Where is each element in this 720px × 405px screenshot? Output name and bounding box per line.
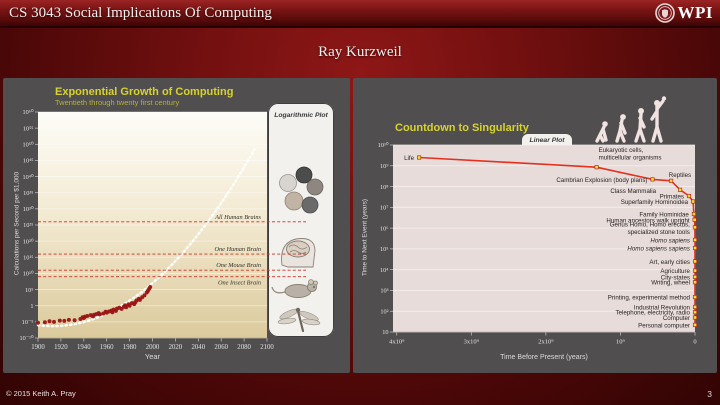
svg-text:Computer: Computer (663, 315, 690, 322)
svg-text:10²⁰: 10²⁰ (23, 238, 34, 245)
left-chart-subtitle: Twentieth through twenty first century (55, 98, 180, 107)
svg-text:10⁴⁰: 10⁴⁰ (22, 174, 33, 181)
svg-text:10⁷: 10⁷ (380, 205, 389, 212)
mouse-icon (271, 279, 318, 298)
svg-text:2020: 2020 (169, 344, 183, 351)
svg-text:10³⁵: 10³⁵ (23, 190, 33, 197)
evolution-of-man-icon (595, 96, 667, 143)
svg-text:10⁹: 10⁹ (616, 339, 626, 346)
svg-text:All Human Brains: All Human Brains (214, 214, 261, 221)
svg-text:Eukaryotic cells,: Eukaryotic cells, (599, 147, 644, 154)
logarithmic-plot-card: Logarithmic Plot (268, 103, 334, 337)
wpi-logo-text: WPI (677, 3, 713, 22)
svg-text:3x10⁹: 3x10⁹ (464, 339, 480, 346)
svg-text:Homo sapiens: Homo sapiens (650, 237, 690, 244)
svg-text:10⁶: 10⁶ (380, 225, 389, 232)
svg-text:Family Hominidae: Family Hominidae (639, 211, 689, 218)
svg-text:10⁵⁵: 10⁵⁵ (23, 125, 34, 132)
svg-text:Writing, wheel: Writing, wheel (651, 280, 690, 287)
svg-text:Art, early cities: Art, early cities (649, 259, 690, 266)
right-x-axis-label: Time Before Present (years) (500, 354, 588, 361)
course-title: CS 3043 Social Implications Of Computing (9, 4, 272, 21)
svg-text:City-states: City-states (661, 274, 690, 281)
top-bar: CS 3043 Social Implications Of Computing… (0, 0, 720, 28)
dragonfly-icon (277, 307, 321, 333)
right-y-axis-label: Time to Next Event (years) (361, 198, 369, 277)
svg-text:10⁵: 10⁵ (25, 287, 34, 294)
svg-text:1960: 1960 (100, 344, 114, 351)
svg-text:2080: 2080 (237, 344, 251, 351)
svg-text:10²⁵: 10²⁵ (23, 222, 33, 229)
human-heads-icon (279, 166, 324, 214)
svg-text:Agriculture: Agriculture (660, 268, 690, 275)
svg-text:Industrial Revolution: Industrial Revolution (634, 304, 691, 311)
svg-text:One Insect Brain: One Insect Brain (218, 279, 261, 286)
svg-text:10⁵: 10⁵ (380, 246, 389, 253)
svg-text:Primates: Primates (660, 194, 684, 201)
svg-text:10²: 10² (380, 308, 388, 315)
svg-text:2040: 2040 (192, 344, 206, 351)
svg-text:10³: 10³ (380, 288, 388, 295)
left-x-axis-label: Year (144, 352, 161, 361)
svg-text:1900: 1900 (31, 344, 45, 351)
svg-text:10¹⁰: 10¹⁰ (378, 142, 389, 149)
svg-text:Cambrian Explosion (body plans: Cambrian Explosion (body plans) (556, 177, 647, 184)
svg-text:Class Mammalia: Class Mammalia (610, 188, 656, 195)
page-number: 3 (707, 389, 712, 399)
svg-text:10³⁰: 10³⁰ (23, 206, 34, 213)
svg-text:1: 1 (30, 303, 33, 310)
footer-copyright: © 2015 Keith A. Pray (6, 389, 76, 398)
wpi-logo: WPI (654, 3, 714, 23)
svg-text:10⁴: 10⁴ (380, 267, 389, 274)
human-brain-icon (281, 238, 316, 268)
svg-text:10⁶⁰: 10⁶⁰ (22, 109, 33, 116)
svg-text:10⁴⁵: 10⁴⁵ (23, 158, 34, 165)
svg-text:2000: 2000 (146, 344, 160, 351)
brain-scale-illustrations (271, 166, 324, 333)
svg-text:2060: 2060 (214, 344, 228, 351)
svg-text:10⁹: 10⁹ (380, 163, 389, 170)
svg-text:10¹⁵: 10¹⁵ (23, 254, 33, 261)
wpi-seal-icon (654, 3, 675, 23)
svg-text:10⁵⁰: 10⁵⁰ (22, 141, 33, 148)
linear-plot-label: Linear Plot (529, 136, 565, 144)
svg-text:1920: 1920 (54, 344, 68, 351)
svg-text:Superfamily Hominoidea: Superfamily Hominoidea (621, 199, 689, 206)
svg-text:10⁻⁵: 10⁻⁵ (22, 319, 34, 326)
countdown-singularity-panel: Countdown to Singularity Linear Plot 10¹… (353, 78, 717, 373)
left-chart-title: Exponential Growth of Computing (55, 86, 234, 98)
svg-text:10¹⁰: 10¹⁰ (23, 271, 34, 278)
svg-text:4x10⁹: 4x10⁹ (389, 339, 405, 346)
svg-text:Printing, experimental method: Printing, experimental method (608, 295, 691, 302)
exponential-growth-panel: Exponential Growth of Computing Twentiet… (3, 78, 350, 373)
left-y-axis-label: Calculations per Second per $1,000 (13, 171, 21, 276)
right-chart-title: Countdown to Singularity (395, 122, 529, 134)
svg-text:Reptiles: Reptiles (669, 172, 691, 179)
svg-text:Homo sapiens sapiens: Homo sapiens sapiens (627, 246, 690, 253)
svg-text:2x10⁹: 2x10⁹ (538, 339, 554, 346)
svg-text:10⁻¹⁰: 10⁻¹⁰ (19, 335, 34, 342)
svg-text:10⁸: 10⁸ (380, 184, 389, 191)
svg-text:Human ancestors walk upright: Human ancestors walk upright (606, 217, 690, 224)
svg-text:One Mouse Brain: One Mouse Brain (216, 262, 261, 269)
svg-text:One Human Brain: One Human Brain (214, 246, 261, 253)
svg-text:1940: 1940 (77, 344, 91, 351)
svg-text:10: 10 (382, 329, 388, 336)
svg-text:Genus Homo, Homo erectus,: Genus Homo, Homo erectus, (610, 221, 690, 228)
svg-text:1980: 1980 (123, 344, 137, 351)
svg-text:Personal computer: Personal computer (638, 322, 690, 329)
svg-text:multicellular organisms: multicellular organisms (599, 155, 662, 162)
logarithmic-plot-label: Logarithmic Plot (274, 112, 328, 119)
svg-text:Telephone, electricity, radio: Telephone, electricity, radio (615, 310, 690, 317)
svg-text:0: 0 (693, 339, 696, 346)
svg-text:specialized stone tools: specialized stone tools (628, 229, 690, 236)
svg-text:Life: Life (404, 155, 415, 162)
slide-title: Ray Kurzweil (318, 44, 402, 60)
linear-plot-tab: Linear Plot (522, 134, 572, 145)
svg-text:2100: 2100 (260, 344, 274, 351)
